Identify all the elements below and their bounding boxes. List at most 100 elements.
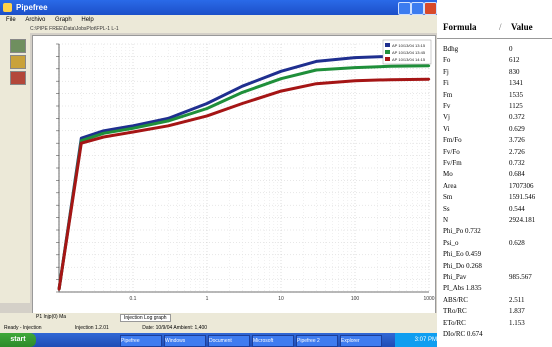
table-row: Fi 1341: [437, 78, 552, 88]
data-point: [131, 124, 135, 128]
legend-swatch: [385, 43, 390, 47]
row-formula: Fj: [443, 67, 449, 76]
row-value: 0.628: [509, 238, 525, 247]
row-value: 2.511: [509, 295, 525, 304]
value-header[interactable]: Value: [511, 22, 533, 32]
table-row: Phi_Do 0.268: [437, 261, 552, 271]
row-formula: Fv: [443, 102, 451, 110]
data-point: [315, 82, 318, 85]
table-row: Ss 0.544: [437, 204, 552, 214]
task-4[interactable]: Microsoft: [252, 335, 294, 347]
task-1[interactable]: Pipefree: [120, 335, 162, 347]
legend-entry: AP 10/13/04 14:15: [392, 57, 426, 62]
data-point: [167, 117, 170, 120]
chart-grid: [56, 43, 430, 293]
data-point: [241, 102, 244, 105]
maximize-button[interactable]: [411, 2, 424, 15]
table-row: Phi_Eo 0.459: [437, 249, 552, 259]
table-row: Mo 0.684: [437, 169, 552, 179]
start-button[interactable]: start: [0, 333, 36, 347]
data-point: [427, 64, 431, 68]
path-text: C:\PIPE FREE\Data\JobsPlot\FPL-1 L-1: [30, 26, 119, 32]
row-formula: Psi_o: [443, 238, 459, 247]
menu-file[interactable]: File: [6, 17, 16, 23]
series-line-2: [57, 64, 430, 290]
data-point: [241, 91, 244, 94]
data-point: [80, 137, 83, 140]
system-tray: 3:07 PM: [395, 333, 437, 347]
series-line-3: [57, 77, 430, 290]
data-point: [353, 56, 357, 59]
row-formula: Vi: [443, 124, 450, 133]
minimize-button[interactable]: [398, 2, 411, 15]
header-divider: [437, 38, 552, 39]
row-formula: Ss: [443, 204, 450, 213]
x-tick-label: 10: [278, 296, 284, 302]
row-value: 0.544: [509, 204, 525, 213]
table-row: Fj 830: [437, 67, 552, 77]
row-formula: N: [443, 216, 449, 224]
graph-tool-icon[interactable]: [10, 39, 26, 53]
row-value: 1125: [509, 102, 523, 110]
folder-tool-icon[interactable]: [10, 55, 26, 69]
close-button[interactable]: [424, 2, 437, 15]
row-formula: Fm: [443, 90, 453, 99]
taskbar: start Pipefree Windows Document Microsof…: [0, 333, 437, 347]
status-area: P1 Injp(0) Ma Injection Log graph Ready …: [0, 313, 437, 333]
legend-entry: AP 10/13/04 13:15: [392, 43, 426, 48]
table-row: Area 1707306: [437, 181, 552, 191]
legend-swatch: [385, 57, 390, 61]
data-point: [389, 78, 392, 81]
data-point: [167, 124, 170, 128]
table-row: TRo/RC 1.837: [437, 306, 552, 316]
row-value: 1.153: [509, 318, 525, 327]
status-version: Injection 1.2.01: [74, 325, 109, 331]
status-bar: Ready - Injection Injection 1.2.01 Date:…: [0, 324, 437, 332]
row-formula: Fo: [443, 56, 451, 65]
row-formula: Phi_Eo 0.459: [443, 250, 482, 259]
table-row: Vi 0.629: [437, 124, 552, 134]
row-value: 3.726: [509, 136, 525, 145]
data-point: [241, 84, 244, 88]
table-row: Fm 1535: [437, 90, 552, 100]
app-window: Pipefree File Archivo Graph Help C:\PIPE…: [0, 0, 437, 347]
status-line: P1 Injp(0) Ma: [36, 314, 67, 320]
flag-tool-icon[interactable]: [10, 71, 26, 85]
task-6[interactable]: Explorer: [340, 335, 382, 347]
menu-graph[interactable]: Graph: [55, 17, 72, 23]
data-point: [279, 89, 283, 93]
legend-entry: AP 10/13/04 13:45: [392, 50, 426, 55]
row-value: 2.726: [509, 147, 525, 156]
row-value: 612: [509, 56, 520, 65]
legend-box: [382, 39, 432, 65]
task-3[interactable]: Document: [208, 335, 250, 347]
table-row: Fv/Fo 2.726: [437, 147, 552, 157]
data-point: [353, 79, 357, 82]
task-5[interactable]: Pipefree 2: [296, 335, 338, 347]
table-row: ETo/RC 1.153: [437, 318, 552, 328]
row-value: 0.629: [509, 124, 525, 133]
table-row: DIo/RC 0.674: [437, 329, 552, 339]
row-formula: Fv/Fo: [443, 147, 460, 156]
row-value: 1535: [509, 90, 523, 99]
table-row: Fv 1125: [437, 101, 552, 111]
data-point: [315, 68, 318, 72]
row-formula: ABS/RC: [443, 295, 468, 304]
status-date: Date: 10/9/04 Ambient: 1,400: [142, 325, 208, 331]
chart-axes: [58, 44, 429, 293]
task-2[interactable]: Windows: [164, 335, 206, 347]
row-value: 1341: [509, 79, 523, 88]
row-value: 985.567: [509, 273, 532, 281]
row-value: 0.372: [509, 113, 525, 122]
graph-tab[interactable]: Injection Log graph: [120, 314, 171, 322]
menu-archivo[interactable]: Archivo: [25, 17, 46, 23]
row-formula: Area: [443, 181, 457, 190]
x-tick-label: 0.1: [130, 296, 137, 302]
table-row: Fo 612: [437, 55, 552, 65]
formula-header[interactable]: Formula: [443, 22, 477, 32]
menu-help[interactable]: Help: [81, 17, 94, 23]
data-point: [102, 129, 105, 132]
table-row: Fv/Fm 0.732: [437, 158, 552, 168]
header-separator: /: [499, 22, 502, 32]
data-point: [102, 135, 105, 139]
